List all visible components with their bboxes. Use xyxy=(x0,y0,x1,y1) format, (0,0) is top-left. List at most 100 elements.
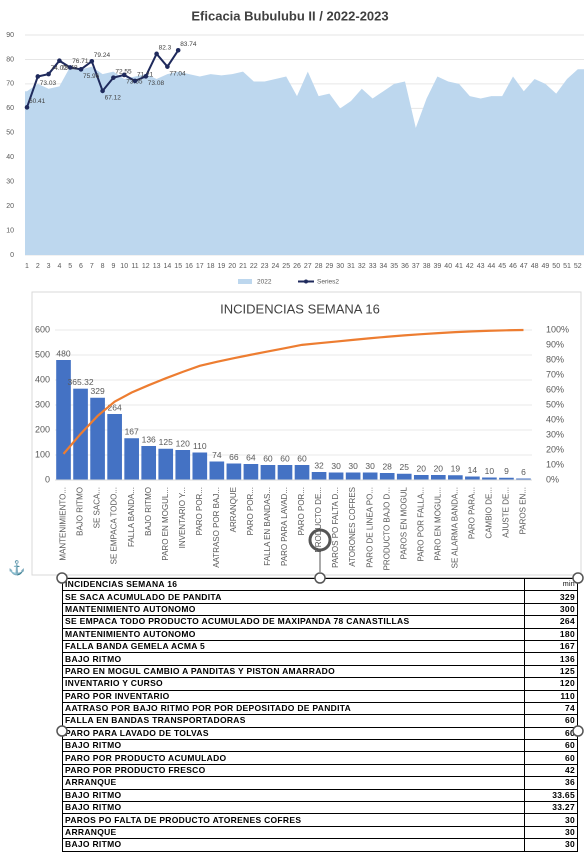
y-tick-label: 300 xyxy=(35,399,50,409)
x-tick-label: 25 xyxy=(282,263,290,270)
x-tick-label: 37 xyxy=(412,263,420,270)
x-tick-label: SE ALARMA BANDA... xyxy=(450,487,459,568)
y2-tick-label: 50% xyxy=(546,399,564,409)
y2-tick-label: 100% xyxy=(546,324,569,334)
cell-label: ARRANQUE xyxy=(62,825,525,840)
marker xyxy=(78,67,84,72)
x-tick-label: PAROS EN... xyxy=(519,487,528,534)
cell-value: 33.27 xyxy=(524,801,578,815)
y-tick-label: 40 xyxy=(6,154,14,161)
table-row: PARO POR INVENTARIO 110 xyxy=(62,689,578,703)
data-label: 6 xyxy=(521,467,526,477)
x-tick-label: 18 xyxy=(207,263,215,270)
cumulative-line xyxy=(62,328,524,455)
cell-value: 60 xyxy=(524,751,578,765)
data-label: 82.3 xyxy=(159,45,172,52)
x-tick-label: 31 xyxy=(347,263,355,270)
cell-label: PARO EN MOGUL CAMBIO A PANDITAS Y PISTON… xyxy=(62,664,525,679)
data-label: 75.96 xyxy=(83,73,100,80)
x-tick-label: 5 xyxy=(68,263,72,270)
y-tick-label: 200 xyxy=(35,424,50,434)
table-row: BAJO RITMO 30 xyxy=(62,838,578,852)
x-tick-label: 52 xyxy=(574,263,582,270)
y-tick-label: 60 xyxy=(6,105,14,112)
cell-value: 180 xyxy=(524,627,578,641)
bar xyxy=(243,464,259,480)
y-tick-label: 50 xyxy=(6,130,14,137)
y2-tick-label: 90% xyxy=(546,339,564,349)
cell-label: PARO POR PRODUCTO ACUMULADO xyxy=(62,751,525,765)
x-tick-label: 2 xyxy=(36,263,40,270)
x-tick-label: FALLA EN BANDAS... xyxy=(263,487,272,566)
x-tick-label: 33 xyxy=(369,263,377,270)
x-tick-label: 36 xyxy=(401,263,409,270)
table-header: INCIDENCIAS SEMANA 16 min xyxy=(62,578,578,592)
cell-label: BAJO RITMO xyxy=(62,739,525,753)
unit-header: min xyxy=(524,578,578,592)
x-tick-label: 35 xyxy=(390,263,398,270)
data-label: 60.41 xyxy=(29,98,46,105)
x-tick-label: PARO DE LINEA PO... xyxy=(365,487,374,568)
anchor-icon: ⚓ xyxy=(8,560,25,577)
data-label: 264 xyxy=(108,402,122,412)
cell-value: 300 xyxy=(524,602,578,617)
cell-value: 30 xyxy=(524,838,578,852)
data-label: 28 xyxy=(382,461,392,471)
x-tick-label: SE SACA... xyxy=(93,487,102,528)
cell-value: 60 xyxy=(524,739,578,753)
x-tick-label: PAROS EN MOGUL xyxy=(399,486,408,559)
cell-value: 120 xyxy=(524,677,578,691)
x-tick-label: 10 xyxy=(120,263,128,270)
data-label: 25 xyxy=(399,462,409,472)
bar xyxy=(516,478,531,480)
table-row: ARRANQUE 36 xyxy=(62,776,578,790)
x-tick-label: PARO EN MOGUL... xyxy=(161,487,170,561)
x-tick-label: 46 xyxy=(509,263,517,270)
bar xyxy=(209,461,225,480)
marker xyxy=(100,88,105,94)
table-wrap: INCIDENCIAS SEMANA 16 min SE SACA ACUMULA… xyxy=(62,578,578,859)
cell-label: SE SACA ACUMULADO DE PANDITA xyxy=(62,590,525,604)
y2-tick-label: 30% xyxy=(546,429,564,439)
cell-label: INVENTARIO Y CURSO xyxy=(62,677,525,691)
cell-label: MANTENIMIENTO AUTONOMO xyxy=(62,627,525,641)
x-tick-label: PARO PARA... xyxy=(467,487,476,539)
marker xyxy=(154,51,159,57)
table-row: BAJO RITMO 136 xyxy=(62,652,578,666)
cell-label: SE EMPACA TODO PRODUCTO ACUMULADO DE MAX… xyxy=(62,615,525,629)
bar xyxy=(465,476,480,480)
x-tick-label: AJUSTE DE... xyxy=(502,487,511,538)
x-tick-label: 48 xyxy=(531,263,539,270)
x-tick-label: CAMBIO DE... xyxy=(485,487,494,539)
marker xyxy=(46,71,51,77)
table-row: PARO EN MOGUL CAMBIO A PANDITAS Y PISTON… xyxy=(62,664,578,679)
cell-label: PARO POR INVENTARIO xyxy=(62,689,525,703)
cell-label: FALLA EN BANDAS TRANSPORTADORAS xyxy=(62,714,525,728)
x-tick-label: BAJO RITMO xyxy=(76,487,85,536)
marker xyxy=(143,74,149,79)
table: INCIDENCIAS SEMANA 16 min SE SACA ACUMULA… xyxy=(62,578,578,852)
marker xyxy=(111,75,116,80)
x-tick-label: 19 xyxy=(218,263,226,270)
x-tick-label: PARO POR... xyxy=(297,487,306,535)
data-label: 9 xyxy=(504,466,509,476)
y-tick-label: 400 xyxy=(35,374,50,384)
cell-value: 36 xyxy=(524,776,578,790)
x-tick-label: 17 xyxy=(196,263,204,270)
y-tick-label: 0 xyxy=(45,474,50,484)
data-label: 30 xyxy=(348,461,358,471)
cell-label: MANTENIMIENTO AUTONOMO xyxy=(62,602,525,617)
data-label: 14 xyxy=(468,465,478,475)
x-tick-label: ATORONES COFRES xyxy=(348,487,357,567)
x-tick-label: 43 xyxy=(477,263,485,270)
bar xyxy=(345,472,361,480)
y2-tick-label: 40% xyxy=(546,414,564,424)
legend-label: 2022 xyxy=(257,279,272,286)
table-row: PARO PARA LAVADO DE TOLVAS 60 xyxy=(62,726,578,741)
data-label: 110 xyxy=(193,441,207,451)
marker xyxy=(35,74,41,79)
x-tick-label: 32 xyxy=(358,263,366,270)
x-tick-label: 20 xyxy=(228,263,236,270)
bar xyxy=(482,477,497,480)
data-label: 76.71 xyxy=(72,58,89,65)
